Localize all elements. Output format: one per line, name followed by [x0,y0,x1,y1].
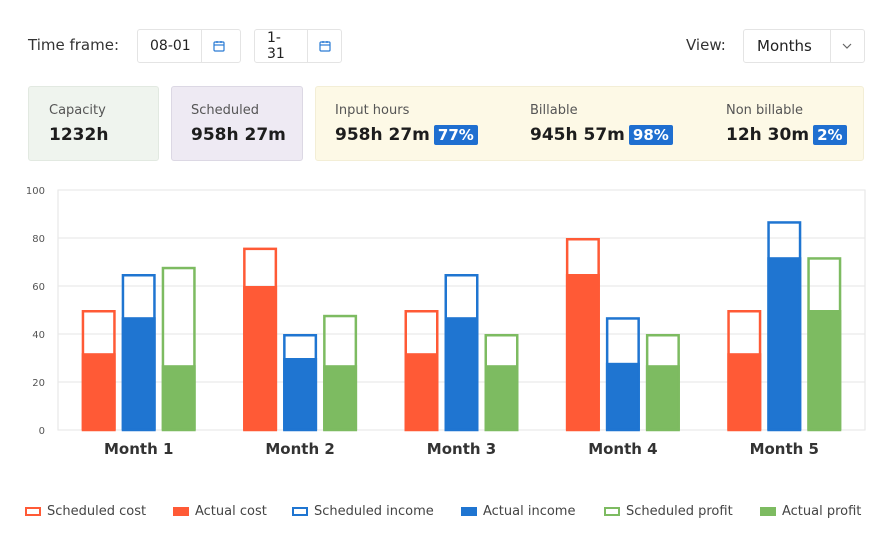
billable-stat: 945h 57m 98% [530,125,673,145]
bar-scheduled-income [605,317,640,432]
bar-scheduled-profit [807,257,842,432]
start-date-picker[interactable]: 08-01 [137,29,241,63]
bar-actual-cost [404,353,439,430]
bar-scheduled-cost [565,238,600,432]
legend-swatch-scheduled-profit [604,507,620,516]
scheduled-value: 958h 27m [191,125,286,145]
calendar-icon[interactable] [307,30,341,62]
view-select[interactable]: Months [743,29,865,63]
bar-scheduled-cost [243,247,278,432]
bar-chart: 0 20 40 60 80 100 Month 1 Month 2 Month 3 Month 4… [26,186,866,458]
bar-actual-cost [243,286,278,430]
legend-label: Scheduled profit [626,504,733,519]
non-billable-value: 12h 30m [726,125,810,145]
non-billable-label: Non billable [726,103,803,118]
chevron-down-icon[interactable] [829,30,864,62]
legend-item-scheduled-cost[interactable]: Scheduled cost [25,504,146,519]
legend-item-scheduled-profit[interactable]: Scheduled profit [604,504,733,519]
legend-item-actual-income[interactable]: Actual income [461,504,575,519]
scheduled-card: Scheduled 958h 27m [171,86,303,161]
end-date-value[interactable]: 1-31 [267,30,285,62]
non-billable-stat: 12h 30m 2% [726,125,847,145]
bar-scheduled-profit [645,334,680,432]
bar-actual-profit [645,365,680,430]
filter-bar: Time frame: 08-01 1-31 View: Months [0,0,894,90]
y-tick-label: 40 [32,330,45,341]
legend-label: Scheduled income [314,504,434,519]
legend-swatch-scheduled-cost [25,507,41,516]
legend-label: Actual cost [195,504,267,519]
input-hours-stat: 958h 27m 77% [335,125,478,145]
scheduled-label: Scheduled [191,103,259,118]
bar-scheduled-income [121,274,156,432]
bar-actual-cost [565,274,600,430]
billable-value: 945h 57m [530,125,625,145]
y-tick-label: 20 [32,378,45,389]
legend-swatch-actual-income [461,507,477,516]
bar-scheduled-cost [81,310,116,432]
y-tick-label: 100 [26,186,45,197]
bar-scheduled-profit [161,266,196,432]
y-tick-label: 80 [32,234,45,245]
chart-legend: Scheduled cost Actual cost Scheduled inc… [0,500,894,524]
legend-label: Scheduled cost [47,504,147,519]
x-tick-label: Month 4 [588,440,657,458]
bar-scheduled-income [283,334,318,432]
bar-scheduled-cost [404,310,439,432]
input-hours-label: Input hours [335,103,410,118]
bar-scheduled-profit [323,314,358,432]
capacity-value: 1232h [49,125,109,145]
bar-scheduled-income [444,274,479,432]
y-tick-label: 0 [39,426,45,437]
view-select-value[interactable]: Months [757,37,812,55]
input-hours-value: 958h 27m [335,125,430,145]
billable-label: Billable [530,103,578,118]
x-tick-label: Month 3 [427,440,496,458]
bar-scheduled-cost [727,310,762,432]
start-date-value[interactable]: 08-01 [150,38,191,54]
legend-item-actual-cost[interactable]: Actual cost [173,504,267,519]
legend-swatch-actual-cost [173,507,189,516]
billable-percent-badge: 98% [628,125,673,145]
bar-actual-income [121,317,156,430]
legend-item-scheduled-income[interactable]: Scheduled income [292,504,434,519]
bar-actual-income [767,257,802,430]
end-date-picker[interactable]: 1-31 [254,29,342,63]
bar-actual-profit [161,365,196,430]
input-hours-percent-badge: 77% [433,125,478,145]
view-label: View: [686,36,726,54]
bar-actual-income [444,317,479,430]
time-frame-label: Time frame: [28,36,120,54]
bar-actual-income [605,362,640,430]
legend-swatch-actual-profit [760,507,776,516]
bar-actual-profit [807,310,842,430]
bar-actual-income [283,358,318,430]
non-billable-percent-badge: 2% [813,125,847,145]
x-tick-label: Month 2 [265,440,334,458]
x-tick-label: Month 1 [104,440,173,458]
bar-actual-profit [323,365,358,430]
legend-label: Actual profit [782,504,862,519]
capacity-card: Capacity 1232h [28,86,159,161]
x-tick-label: Month 5 [750,440,819,458]
legend-item-actual-profit[interactable]: Actual profit [760,504,861,519]
bar-scheduled-profit [484,334,519,432]
legend-label: Actual income [483,504,576,519]
bar-actual-profit [484,365,519,430]
bar-actual-cost [81,353,116,430]
capacity-label: Capacity [49,103,106,118]
bar-scheduled-income [767,221,802,432]
calendar-icon[interactable] [200,30,236,62]
y-tick-label: 60 [32,282,45,293]
bar-actual-cost [727,353,762,430]
hours-card: Input hours 958h 27m 77% Billable 945h 57… [315,86,864,161]
legend-swatch-scheduled-income [292,507,308,516]
